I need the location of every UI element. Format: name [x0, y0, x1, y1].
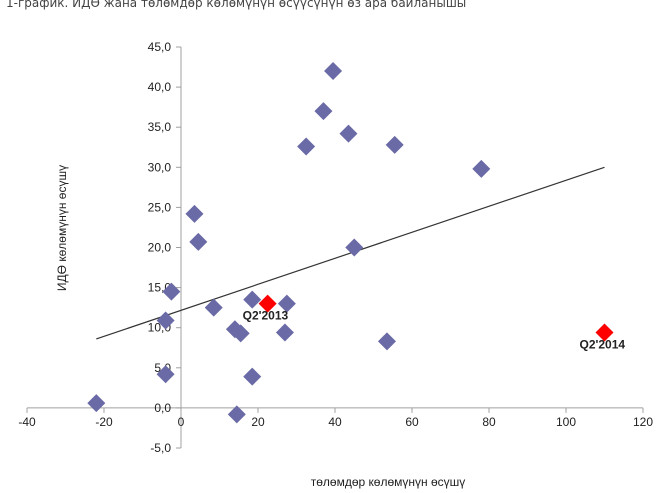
x-tick-label: -20 — [95, 415, 113, 429]
axes: -40 -20 0 20 40 60 80 100 120-5,00,05,010,015,02… — [18, 40, 653, 455]
x-tick-label: 80 — [482, 415, 496, 429]
y-tick-label: 45,0 — [148, 40, 172, 54]
data-point — [339, 124, 358, 143]
trendline — [96, 166, 605, 340]
y-tick-label: 35,0 — [148, 120, 172, 134]
data-point — [243, 367, 262, 386]
data-point — [231, 324, 250, 343]
data-point — [275, 323, 294, 342]
data-point — [87, 394, 106, 413]
x-tick-label: 60 — [405, 415, 419, 429]
point-label: Q2'2013 — [243, 309, 289, 323]
y-tick-label: -5,0 — [150, 441, 171, 455]
figure-caption: 1-график. ИДӨ жана төлөмдөр көлөмүнүн өс… — [6, 0, 467, 10]
y-tick-label: 0,0 — [154, 401, 171, 415]
highlight-point — [595, 323, 614, 342]
trendline-layer — [96, 166, 605, 340]
data-point — [162, 282, 181, 301]
points-layer — [87, 62, 614, 424]
x-tick-label: 40 — [328, 415, 342, 429]
x-axis-label: төлөмдөр көлөмүнүн өсүшү — [311, 475, 466, 489]
x-tick-label: 20 — [251, 415, 265, 429]
x-tick-label: 120 — [633, 415, 653, 429]
data-point — [189, 232, 208, 251]
highlight-point — [258, 294, 277, 313]
data-point — [227, 405, 246, 424]
data-point — [243, 290, 262, 309]
data-point — [324, 62, 343, 81]
x-tick-label: 100 — [556, 415, 576, 429]
x-tick-label: 0 — [178, 415, 185, 429]
y-tick-label: 20,0 — [148, 241, 172, 255]
point-label: Q2'2014 — [580, 338, 626, 352]
data-point — [385, 135, 404, 154]
data-point — [156, 365, 175, 384]
data-point — [277, 294, 296, 313]
labels-layer: Q2'2013 Q2'2014 — [243, 309, 626, 352]
data-point — [377, 332, 396, 351]
data-point — [204, 298, 223, 317]
data-point — [156, 311, 175, 330]
y-tick-label: 25,0 — [148, 200, 172, 214]
data-point — [185, 204, 204, 223]
y-tick-label: 30,0 — [148, 160, 172, 174]
data-point — [297, 137, 316, 156]
data-point — [314, 102, 333, 121]
y-axis-label: ИДӨ көлөмүнүн өсүшү — [55, 165, 69, 291]
x-tick-label: -40 — [18, 415, 36, 429]
y-tick-label: 40,0 — [148, 80, 172, 94]
data-point — [345, 238, 364, 257]
data-point — [472, 159, 491, 178]
